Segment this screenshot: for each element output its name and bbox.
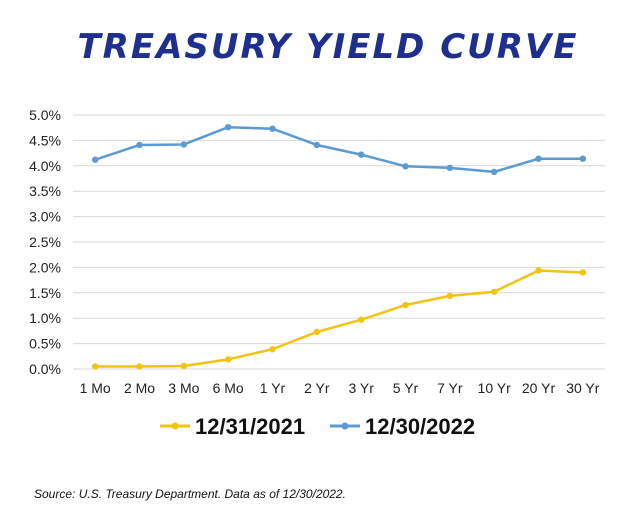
x-tick-label: 7 Yr	[437, 380, 463, 396]
series-line	[95, 269, 583, 368]
legend: 12/31/2021 12/30/2022	[160, 414, 475, 439]
data-point	[402, 163, 409, 170]
data-point	[490, 168, 498, 176]
y-tick-label: 1.0%	[29, 310, 61, 326]
y-tick-label: 5.0%	[29, 107, 61, 123]
y-tick-label: 2.0%	[29, 259, 61, 275]
data-point	[224, 356, 232, 363]
legend-item-0: 12/31/2021	[160, 414, 305, 439]
x-tick-label: 5 Yr	[393, 380, 419, 396]
series-1	[91, 123, 587, 176]
data-point	[446, 164, 454, 172]
data-point	[136, 141, 143, 149]
data-point	[357, 151, 365, 158]
grid-lines	[73, 114, 605, 370]
x-tick-label: 3 Yr	[348, 380, 374, 396]
data-point	[269, 125, 276, 132]
data-point	[91, 156, 99, 163]
legend-item-1: 12/30/2022	[330, 414, 475, 439]
x-axis-ticks: 1 Mo 2 Mo 3 Mo 6 Mo 1 Yr 2 Yr 3 Yr 5 Yr 7 Yr 10 Y…	[80, 380, 600, 396]
data-point	[535, 267, 542, 274]
y-axis-ticks: 0.0% 0.5% 1.0% 1.5% 2.0% 2.5% 3.0% 3.5% 4.0% 4.5%…	[29, 107, 61, 377]
data-point	[579, 269, 587, 276]
x-tick-label: 1 Mo	[80, 380, 111, 396]
data-point	[313, 328, 321, 336]
chart-title: TREASURY YIELD CURVE	[77, 27, 578, 67]
x-tick-label: 20 Yr	[522, 380, 556, 396]
data-point	[136, 363, 143, 370]
data-point	[446, 292, 454, 300]
data-point	[357, 316, 365, 323]
series-line	[94, 125, 583, 174]
y-tick-label: 0.5%	[29, 336, 61, 352]
x-tick-label: 30 Yr	[566, 380, 600, 396]
x-tick-label: 2 Yr	[304, 380, 330, 396]
x-tick-label: 1 Yr	[260, 380, 286, 396]
legend-label: 12/31/2021	[195, 414, 305, 439]
data-point	[490, 288, 498, 295]
data-point	[579, 155, 587, 162]
data-point	[180, 141, 188, 148]
y-tick-label: 0.0%	[29, 361, 61, 377]
data-point	[180, 362, 188, 370]
y-tick-label: 3.0%	[29, 209, 61, 225]
x-tick-label: 10 Yr	[478, 380, 512, 396]
x-tick-label: 6 Mo	[213, 380, 244, 396]
data-point	[313, 141, 321, 149]
data-point	[402, 301, 409, 309]
series-lines	[91, 123, 587, 370]
legend-swatch-marker	[341, 422, 349, 430]
data-point	[269, 345, 276, 353]
y-tick-label: 4.0%	[29, 158, 61, 174]
legend-swatch-marker	[171, 422, 179, 430]
y-tick-label: 3.5%	[29, 183, 61, 199]
source-note: Source: U.S. Treasury Department. Data a…	[34, 487, 346, 501]
data-point	[535, 155, 542, 162]
y-tick-label: 1.5%	[29, 285, 61, 301]
x-tick-label: 3 Mo	[168, 380, 199, 396]
x-tick-label: 2 Mo	[124, 380, 155, 396]
y-tick-label: 4.5%	[29, 132, 61, 148]
legend-label: 12/30/2022	[365, 414, 475, 439]
series-0	[91, 267, 587, 370]
y-tick-label: 2.5%	[29, 234, 61, 250]
data-point	[91, 363, 99, 370]
data-point	[224, 123, 232, 131]
